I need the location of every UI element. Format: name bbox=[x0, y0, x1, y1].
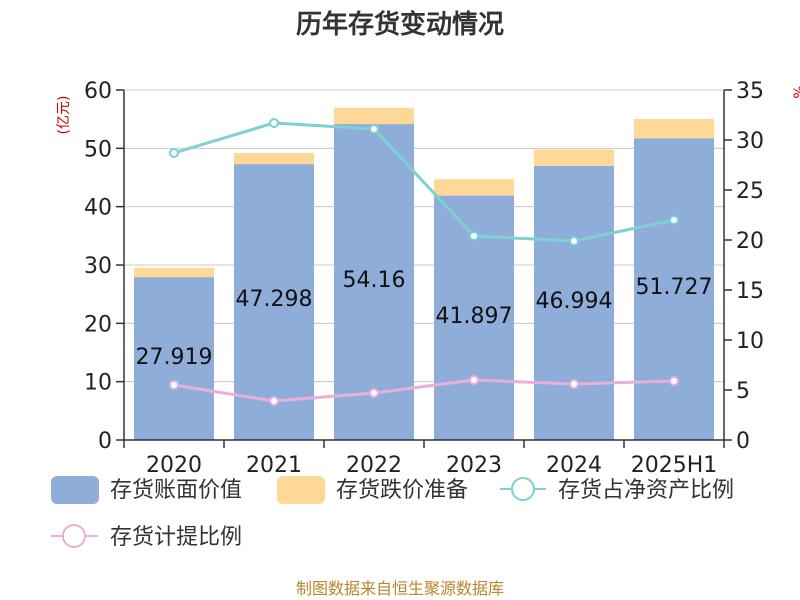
bar-value-label: 51.727 bbox=[636, 275, 713, 300]
data-labels: 27.919 47.298 54.16 41.897 46.994 51.727 bbox=[136, 268, 713, 370]
legend-label: 存货跌价准备 bbox=[336, 478, 468, 503]
bar-value-label: 27.919 bbox=[136, 345, 213, 370]
bar-book-value bbox=[234, 164, 314, 440]
bar-impairment-reserve bbox=[634, 119, 714, 139]
axes: 0 10 20 30 40 50 60 0 5 10 15 20 25 30 35 2020 2021 2022 2… bbox=[56, 79, 800, 478]
series-line bbox=[173, 378, 675, 403]
y-tick-right: 10 bbox=[736, 329, 764, 354]
bar-value-label: 54.16 bbox=[343, 268, 406, 293]
legend-swatch-book-value bbox=[51, 476, 99, 504]
x-tick-label: 2022 bbox=[346, 453, 402, 478]
y-tick-right: 20 bbox=[736, 229, 764, 254]
x-tick-label: 2023 bbox=[446, 453, 502, 478]
legend-marker-net-asset-ratio bbox=[511, 477, 535, 501]
series-point bbox=[169, 148, 179, 158]
series-line bbox=[173, 121, 675, 243]
bar-impairment-reserve bbox=[534, 149, 614, 166]
series-point bbox=[569, 379, 579, 389]
legend-label: 存货计提比例 bbox=[110, 525, 242, 550]
series-point bbox=[669, 376, 679, 386]
series-point bbox=[269, 118, 279, 128]
bar-book-value bbox=[634, 138, 714, 441]
bar-value-label: 47.298 bbox=[236, 287, 313, 312]
y-tick-right: 5 bbox=[736, 379, 750, 404]
series-point bbox=[569, 236, 579, 246]
chart-title: 历年存货变动情况 bbox=[296, 9, 504, 40]
source-note: 制图数据来自恒生聚源数据库 bbox=[296, 579, 504, 598]
legend-label: 存货占净资产比例 bbox=[558, 478, 734, 503]
legend-marker-provision-ratio bbox=[62, 524, 86, 548]
y-tick-right: 25 bbox=[736, 179, 764, 204]
y-tick-left: 50 bbox=[84, 137, 112, 162]
series-point bbox=[369, 124, 379, 134]
y-tick-left: 20 bbox=[84, 312, 112, 337]
x-tick-label: 2025H1 bbox=[631, 453, 718, 478]
bar-impairment-reserve bbox=[334, 107, 414, 125]
y-axis-left-unit: (亿元) bbox=[56, 96, 72, 135]
y-tick-right: 30 bbox=[736, 129, 764, 154]
series-point bbox=[169, 380, 179, 390]
bar-book-value bbox=[134, 277, 214, 440]
bar-impairment-reserve bbox=[134, 267, 214, 278]
y-tick-right: 0 bbox=[736, 429, 750, 454]
series-point bbox=[269, 396, 279, 406]
series-point bbox=[369, 388, 379, 398]
bar-book-value bbox=[334, 124, 414, 441]
y-tick-left: 0 bbox=[98, 429, 112, 454]
bar-value-label: 41.897 bbox=[436, 304, 513, 329]
y-tick-left: 10 bbox=[84, 371, 112, 396]
bar-impairment-reserve bbox=[434, 179, 514, 196]
y-tick-right: 35 bbox=[736, 79, 764, 104]
series-point bbox=[469, 375, 479, 385]
bar-impairment-reserve bbox=[234, 153, 314, 165]
bars bbox=[134, 107, 714, 441]
bar-book-value bbox=[534, 165, 614, 440]
legend-swatch-impairment-reserve bbox=[277, 476, 325, 504]
y-tick-right: 15 bbox=[736, 279, 764, 304]
x-tick-label: 2021 bbox=[246, 453, 302, 478]
y-tick-left: 30 bbox=[84, 254, 112, 279]
legend-label: 存货账面价值 bbox=[110, 478, 242, 503]
x-tick-label: 2020 bbox=[146, 453, 202, 478]
y-tick-left: 40 bbox=[84, 196, 112, 221]
y-axis-right-unit: % bbox=[792, 85, 800, 98]
x-tick-label: 2024 bbox=[546, 453, 602, 478]
series-lines bbox=[169, 118, 679, 406]
series-point bbox=[669, 215, 679, 225]
series-point bbox=[469, 231, 479, 241]
y-tick-left: 60 bbox=[84, 79, 112, 104]
bar-value-label: 46.994 bbox=[536, 289, 613, 314]
